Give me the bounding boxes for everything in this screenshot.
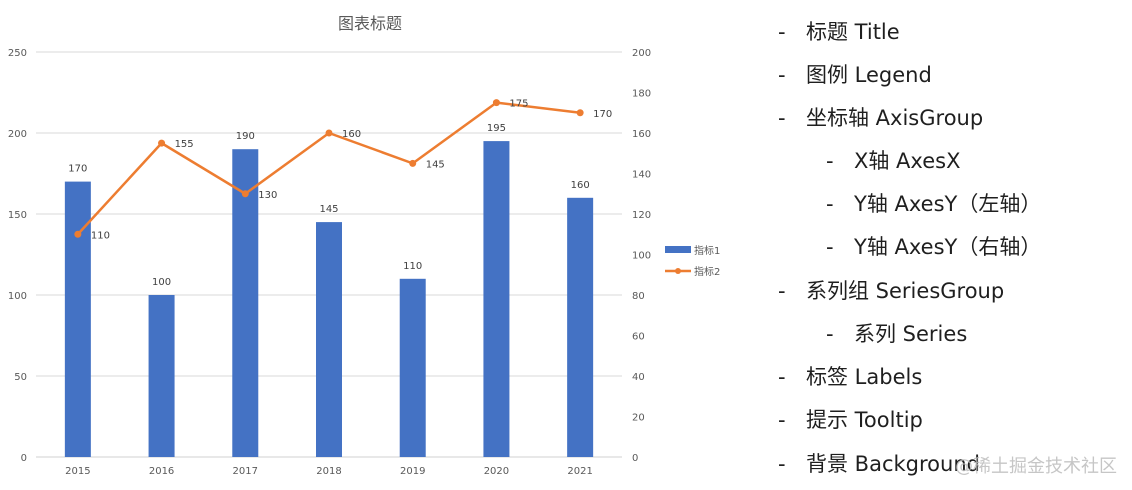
x-tick: 2019 — [400, 466, 425, 477]
outline-item-label: X轴 AxesX — [854, 149, 961, 173]
legend-label-2: 指标2 — [694, 265, 720, 278]
line-marker — [74, 230, 82, 238]
outline-item: - 系列组 SeriesGroup — [778, 275, 1004, 305]
bullet-dash: - — [778, 408, 786, 432]
bar-data-label: 190 — [236, 131, 255, 142]
x-tick: 2015 — [65, 466, 90, 477]
legend-line-marker — [675, 268, 681, 274]
outline-item-label: 标题 Title — [806, 20, 900, 44]
y-right-tick: 160 — [632, 129, 651, 140]
y-right-tick: 100 — [632, 251, 651, 262]
bar-series: 170 100 190 145 110 195 160 — [64, 123, 594, 458]
y-right-tick: 120 — [632, 210, 651, 221]
line-marker — [409, 159, 417, 167]
line-data-label: 160 — [342, 129, 361, 140]
outline-item: - 图例 Legend — [778, 59, 932, 89]
combo-chart: 图表标题 0 50 100 150 200 250 0 20 40 60 80 100 120 140 1… — [8, 14, 720, 477]
line-marker — [576, 109, 584, 117]
outline-item: - 坐标轴 AxisGroup — [778, 102, 983, 132]
bullet-dash: - — [826, 149, 834, 173]
y-left-tick: 200 — [8, 129, 27, 140]
bar — [399, 278, 426, 457]
y-right-tick: 0 — [632, 453, 638, 464]
outline-item-label: Y轴 AxesY（右轴） — [854, 235, 1042, 259]
x-axis: 2015 2016 2017 2018 2019 2020 2021 — [65, 466, 593, 477]
line-data-label: 155 — [175, 139, 194, 150]
y-left-tick: 0 — [21, 453, 27, 464]
chart-component-outline: - 标题 Title - 图例 Legend - 坐标轴 AxisGroup - X轴 Axe… — [778, 0, 1132, 490]
outline-item-label: 系列组 SeriesGroup — [806, 279, 1005, 303]
legend-bar-swatch — [665, 246, 691, 253]
x-tick: 2017 — [233, 466, 258, 477]
bar-data-label: 100 — [152, 277, 171, 288]
bar — [567, 197, 594, 458]
line-data-label: 170 — [593, 109, 612, 120]
outline-item: - 提示 Tooltip — [778, 404, 923, 434]
y-right-tick: 60 — [632, 332, 645, 343]
bullet-dash: - — [778, 365, 786, 389]
bullet-dash: - — [778, 452, 786, 476]
bullet-dash: - — [778, 63, 786, 87]
outline-item-label: 图例 Legend — [806, 63, 932, 87]
bullet-dash: - — [778, 106, 786, 130]
line-data-label: 130 — [258, 190, 277, 201]
x-tick: 2020 — [484, 466, 509, 477]
y-axis-right: 0 20 40 60 80 100 120 140 160 180 200 — [632, 48, 651, 464]
outline-item: - 标签 Labels — [778, 361, 922, 391]
line-series: 110 155 130 160 145 175 170 — [74, 99, 612, 241]
bullet-dash: - — [826, 235, 834, 259]
y-axis-left: 0 50 100 150 200 250 — [8, 48, 27, 464]
outline-subitem: - 系列 Series — [826, 318, 967, 348]
legend-label-1: 指标1 — [694, 244, 720, 257]
legend: 指标1 指标2 — [665, 244, 720, 278]
outline-subitem: - Y轴 AxesY（左轴） — [826, 188, 1041, 218]
y-right-tick: 80 — [632, 291, 645, 302]
y-left-tick: 250 — [8, 48, 27, 59]
bullet-dash: - — [826, 192, 834, 216]
line-marker — [492, 99, 500, 107]
y-left-tick: 50 — [14, 372, 27, 383]
chart-title: 图表标题 — [338, 14, 402, 33]
outline-item-label: 坐标轴 AxisGroup — [806, 106, 984, 130]
line-data-label: 145 — [426, 159, 445, 170]
x-tick: 2021 — [567, 466, 592, 477]
x-tick: 2016 — [149, 466, 174, 477]
line-marker — [241, 190, 249, 198]
bar — [64, 181, 91, 457]
bullet-dash: - — [826, 322, 834, 346]
outline-item: - 背景 Background — [778, 448, 980, 478]
outline-item-label: 提示 Tooltip — [806, 408, 923, 432]
bar — [483, 141, 510, 457]
line-marker — [158, 139, 166, 147]
line-data-label: 175 — [509, 99, 528, 110]
bar-data-label: 160 — [571, 180, 590, 191]
outline-item-label: 系列 Series — [854, 322, 968, 346]
bar-data-label: 145 — [319, 204, 338, 215]
y-right-tick: 200 — [632, 48, 651, 59]
outline-subitem: - Y轴 AxesY（右轴） — [826, 231, 1041, 261]
bullet-dash: - — [778, 279, 786, 303]
x-tick: 2018 — [316, 466, 341, 477]
bar-data-label: 195 — [487, 123, 506, 134]
y-right-tick: 40 — [632, 372, 645, 383]
line-marker — [325, 129, 333, 137]
outline-item: - 标题 Title — [778, 16, 900, 46]
y-right-tick: 20 — [632, 413, 645, 424]
y-left-tick: 150 — [8, 210, 27, 221]
bar — [148, 295, 175, 457]
watermark: @稀土掘金技术社区 — [955, 456, 1117, 477]
bar — [316, 222, 342, 457]
bar-data-label: 170 — [68, 164, 87, 175]
bar-data-label: 110 — [403, 261, 422, 272]
outline-subitem: - X轴 AxesX — [826, 145, 960, 175]
y-right-tick: 180 — [632, 89, 651, 100]
bar — [232, 149, 259, 457]
bullet-dash: - — [778, 20, 786, 44]
y-right-tick: 140 — [632, 170, 651, 181]
outline-item-label: Y轴 AxesY（左轴） — [854, 192, 1042, 216]
outline-item-label: 背景 Background — [806, 452, 980, 476]
y-left-tick: 100 — [8, 291, 27, 302]
outline-item-label: 标签 Labels — [806, 365, 923, 389]
line-data-label: 110 — [91, 230, 110, 241]
